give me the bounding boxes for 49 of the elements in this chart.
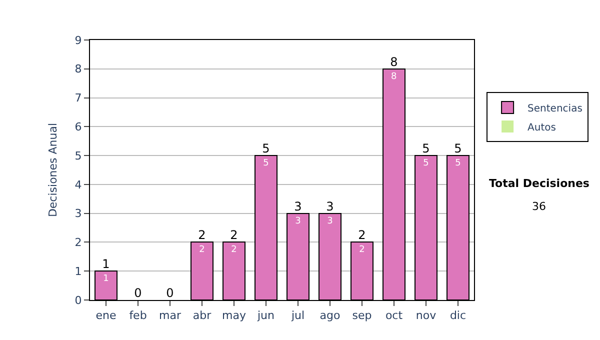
text: Total Decisiones [489, 177, 590, 190]
total-label: 2 [230, 228, 238, 242]
data-label: 3 [295, 216, 301, 226]
y-tick-label: 0 [74, 294, 82, 307]
total-label: 2 [198, 228, 206, 242]
total-label: 5 [422, 142, 430, 156]
data-label: 2 [199, 245, 205, 256]
y-tick-label: 7 [74, 92, 82, 105]
data-label: 8 [391, 72, 397, 82]
y-tick-label: 3 [74, 207, 82, 220]
total-label: 1 [102, 257, 110, 272]
data-label: 2 [231, 245, 237, 256]
total-label: 0 [166, 286, 174, 300]
total-label: 5 [262, 142, 270, 156]
x-tick-label: jul [290, 309, 305, 322]
y-tick-label: 6 [74, 120, 82, 134]
x-tick-label: jun [256, 309, 275, 322]
data-label: 5 [455, 158, 461, 169]
total-label: 3 [326, 199, 334, 214]
x-tick-label: mar [159, 309, 182, 322]
total-label: 5 [454, 142, 462, 156]
data-label: 2 [359, 245, 365, 256]
y-axis-title: Decisiones Anual [46, 122, 60, 218]
x-tick-label: feb [129, 309, 147, 322]
data-label: 1 [103, 274, 109, 284]
y-tick-label: 5 [74, 149, 82, 162]
y-tick-label: 9 [74, 34, 82, 47]
y-tick-label: 2 [74, 236, 82, 250]
data-label: 5 [423, 158, 429, 169]
data-label: 5 [263, 158, 269, 169]
legend-label: Sentencias [528, 103, 582, 114]
total-label: 8 [390, 54, 398, 69]
x-tick-label: oct [385, 309, 404, 322]
total-label: 0 [134, 286, 142, 300]
x-tick-label: nov [416, 309, 437, 322]
total-label: 2 [358, 228, 366, 242]
y-tick-label: 1 [74, 264, 82, 278]
y-tick-label: 8 [74, 62, 82, 76]
x-tick-label: may [222, 309, 246, 322]
y-tick-label: 4 [74, 178, 82, 192]
total-label: 3 [294, 199, 302, 214]
x-tick-label: ago [320, 309, 340, 322]
x-tick-label: ene [96, 309, 116, 322]
text: 36 [532, 200, 546, 213]
data-label: 3 [327, 216, 333, 226]
x-tick-label: dic [450, 309, 466, 322]
x-tick-label: abr [192, 309, 212, 322]
x-tick-label: sep [352, 309, 372, 322]
legend-label: Autos [528, 122, 556, 134]
